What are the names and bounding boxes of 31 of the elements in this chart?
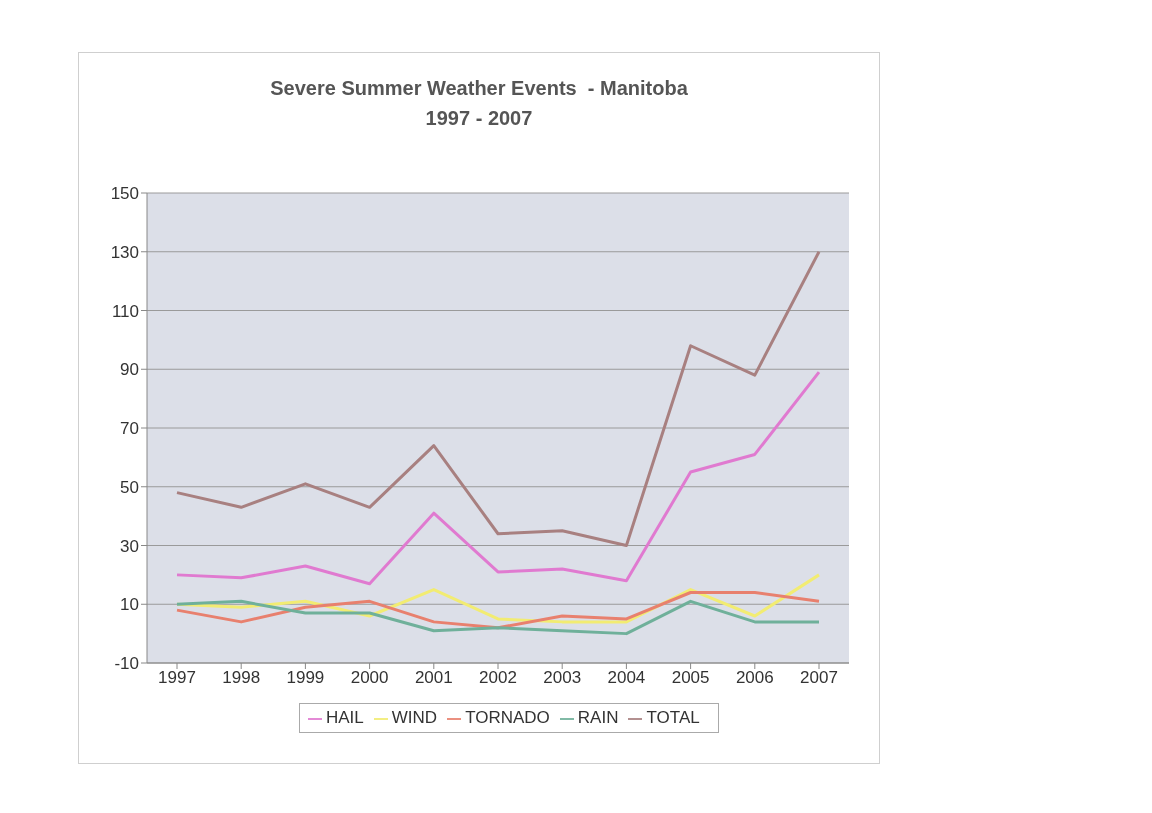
x-tick-label: 2004 <box>607 668 646 688</box>
legend-label: WIND <box>391 708 438 727</box>
x-tick-label: 1998 <box>222 668 261 688</box>
y-tick-label: 90 <box>120 360 139 380</box>
x-tick-label: 1999 <box>286 668 325 688</box>
line-series <box>175 250 821 547</box>
y-tick-label: 10 <box>120 595 139 615</box>
chart-subtitle: 1997 - 2007 <box>424 106 534 131</box>
x-tick-label: 2005 <box>671 668 710 688</box>
legend-label: TOTAL <box>646 708 700 727</box>
chart-title: Severe Summer Weather Events - Manitoba <box>269 76 689 101</box>
x-tick-label: 2007 <box>800 668 838 688</box>
line-series <box>175 599 821 636</box>
y-tick-label: -10 <box>114 654 139 674</box>
y-tick-label: 50 <box>120 477 139 497</box>
y-tick-label: 70 <box>120 419 139 439</box>
x-tick-label: 2003 <box>543 668 582 688</box>
x-tick-label: 2002 <box>479 668 517 688</box>
y-tick-label: 150 <box>110 184 139 204</box>
line-series <box>175 370 821 586</box>
x-tick-label: 2006 <box>735 668 774 688</box>
legend-label: TORNADO <box>465 708 550 727</box>
legend-label: RAIN <box>577 708 619 727</box>
y-tick-label: 30 <box>120 536 139 556</box>
x-tick-label: 1997 <box>158 668 196 688</box>
legend-label: HAIL <box>326 708 364 727</box>
y-tick-label: 130 <box>110 242 139 262</box>
x-tick-label: 2000 <box>350 668 389 688</box>
y-tick-label: 110 <box>111 301 139 321</box>
line-series <box>175 591 821 630</box>
x-tick-label: 2001 <box>414 668 453 688</box>
